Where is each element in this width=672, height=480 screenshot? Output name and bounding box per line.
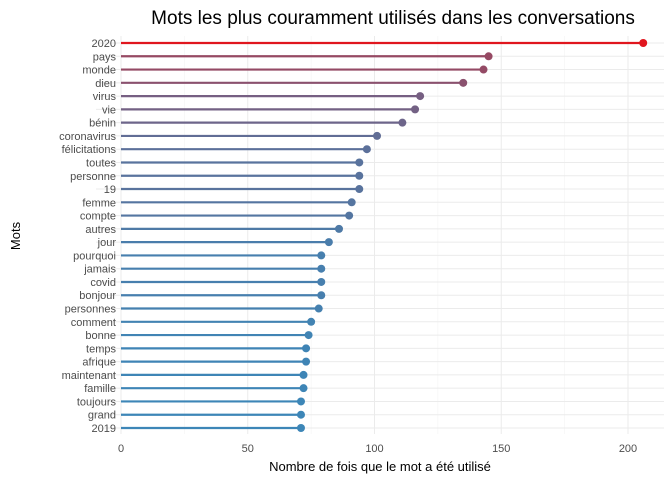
y-tick-label: bénin (89, 118, 116, 130)
y-tick-label: compte (80, 211, 116, 223)
y-tick-label: maintenant (62, 370, 116, 382)
lollipop-dot (317, 251, 326, 260)
lollipop-dot (302, 344, 311, 353)
y-tick-label: femme (82, 197, 116, 209)
lollipop-dot (639, 39, 648, 47)
lollipop-dot (296, 424, 305, 432)
y-tick-label: personne (70, 171, 116, 183)
y-tick-label: pourquoi (73, 250, 116, 262)
x-tick-label: 0 (118, 443, 124, 455)
y-tick-label: famille (84, 383, 116, 395)
y-tick-label: covid (90, 277, 116, 289)
lollipop-dot (484, 52, 493, 61)
y-tick-label: pays (93, 51, 117, 63)
x-tick-label: 150 (492, 443, 510, 455)
y-tick-label: jour (97, 237, 117, 249)
y-tick-label: grand (88, 410, 116, 422)
y-tick-label: afrique (82, 357, 116, 369)
x-axis-title: Nombre de fois que le mot a été utilisé (269, 459, 491, 474)
lollipop-dot (459, 78, 468, 87)
lollipop-dot (373, 131, 382, 140)
y-tick-label: monde (82, 65, 116, 77)
lollipop-dot (324, 238, 333, 247)
y-tick-label: comment (71, 317, 116, 329)
x-tick-label: 100 (365, 443, 383, 455)
y-tick-label: autres (85, 224, 116, 236)
y-tick-label: 2020 (92, 38, 116, 50)
lollipop-dot (345, 211, 354, 220)
y-tick-label: félicitations (62, 144, 117, 156)
lollipop-dot (355, 171, 364, 180)
y-tick-label: dieu (95, 78, 116, 90)
lollipop-dot (304, 331, 313, 340)
lollipop-dot (296, 397, 305, 406)
lollipop-dot (479, 65, 488, 74)
y-tick-label: jamais (83, 264, 116, 276)
lollipop-dot (317, 291, 326, 300)
lollipop-stems (121, 41, 644, 430)
lollipop-dot (317, 277, 326, 286)
y-tick-label: coronavirus (59, 131, 116, 143)
lollipop-dot (362, 145, 371, 154)
y-tick-label: temps (86, 343, 116, 355)
y-tick-label: personnes (65, 304, 117, 316)
lollipop-dot (347, 198, 356, 207)
x-tick-label: 200 (619, 443, 637, 455)
y-tick-label: 19 (104, 184, 116, 196)
y-tick-label: vie (102, 104, 116, 116)
lollipop-dot (317, 264, 326, 273)
lollipop-dot (302, 357, 311, 366)
y-tick-label: bonjour (79, 290, 116, 302)
y-tick-label: virus (93, 91, 117, 103)
y-tick-label: 2019 (92, 423, 116, 435)
y-tick-label: toutes (86, 157, 116, 169)
lollipop-dot (355, 158, 364, 167)
lollipop-dot (411, 105, 420, 114)
lollipop-dot (307, 317, 316, 326)
lollipop-dot (416, 92, 425, 101)
y-axis-title: Mots (8, 221, 23, 250)
y-tick-label: bonne (85, 330, 116, 342)
lollipop-dot (299, 370, 308, 379)
chart-title: Mots les plus couramment utilisés dans l… (151, 8, 635, 29)
x-tick-labels: 0 50 100 150 200 (118, 443, 637, 455)
lollipop-dot (299, 384, 308, 393)
lollipop-dot (314, 304, 323, 313)
lollipop-dot (335, 224, 344, 233)
x-tick-label: 50 (242, 443, 254, 455)
lollipop-dots (296, 39, 648, 432)
lollipop-dot (355, 185, 364, 194)
lollipop-dot (398, 118, 407, 127)
y-tick-label: toujours (77, 396, 117, 408)
lollipop-dot (296, 410, 305, 419)
